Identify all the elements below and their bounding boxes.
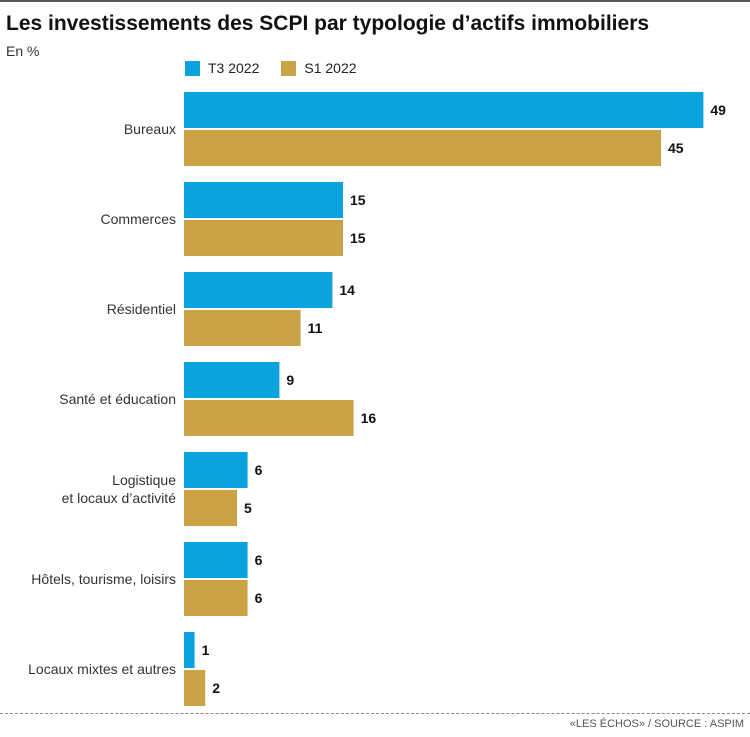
bar-series1 [184,542,248,578]
bar-series1 [184,362,280,398]
category-label: Commerces [101,211,176,227]
value-label: 6 [255,590,263,606]
value-label: 14 [339,282,355,298]
value-label: 6 [255,552,263,568]
category-label: Locaux mixtes et autres [28,661,176,677]
category-label: Bureaux [124,121,176,137]
chart-subtitle: En % [6,43,40,59]
value-label: 45 [668,140,684,156]
legend-label-series1: T3 2022 [208,60,260,76]
bar-series1 [184,632,195,668]
category-label: Résidentiel [107,301,176,317]
bar-series2 [184,400,354,436]
category-label: Santé et éducation [59,391,176,407]
legend-item-series1: T3 2022 [185,60,259,76]
bar-series2 [184,220,343,256]
value-label: 49 [710,102,726,118]
bar-series2 [184,490,237,526]
chart-title: Les investissements des SCPI par typolog… [6,12,650,35]
value-label: 16 [361,410,377,426]
value-label: 9 [286,372,294,388]
legend-swatch-series1 [185,60,200,76]
bar-series2 [184,310,301,346]
category-label: et locaux d’activité [62,490,177,506]
bottom-rule [0,713,750,714]
top-rule [0,0,750,2]
bar-series1 [184,452,248,488]
source-note: «LES ÉCHOS» / SOURCE : ASPIM [569,718,744,730]
legend: T3 2022 S1 2022 [185,60,379,76]
value-label: 15 [350,230,366,246]
category-label: Hôtels, tourisme, loisirs [31,571,176,587]
value-label: 2 [212,680,220,696]
category-label: Logistique [112,472,176,488]
legend-item-series2: S1 2022 [281,60,357,76]
value-label: 6 [255,462,263,478]
value-label: 1 [202,642,210,658]
bar-series1 [184,272,333,308]
value-label: 11 [308,320,323,336]
value-label: 5 [244,500,252,516]
value-label: 15 [350,192,366,208]
bar-series1 [184,92,704,128]
legend-swatch-series2 [281,60,297,76]
bar-series2 [184,670,206,706]
bar-series2 [184,130,661,166]
bar-series1 [184,182,343,218]
bar-series2 [184,580,248,616]
legend-label-series2: S1 2022 [304,60,357,76]
